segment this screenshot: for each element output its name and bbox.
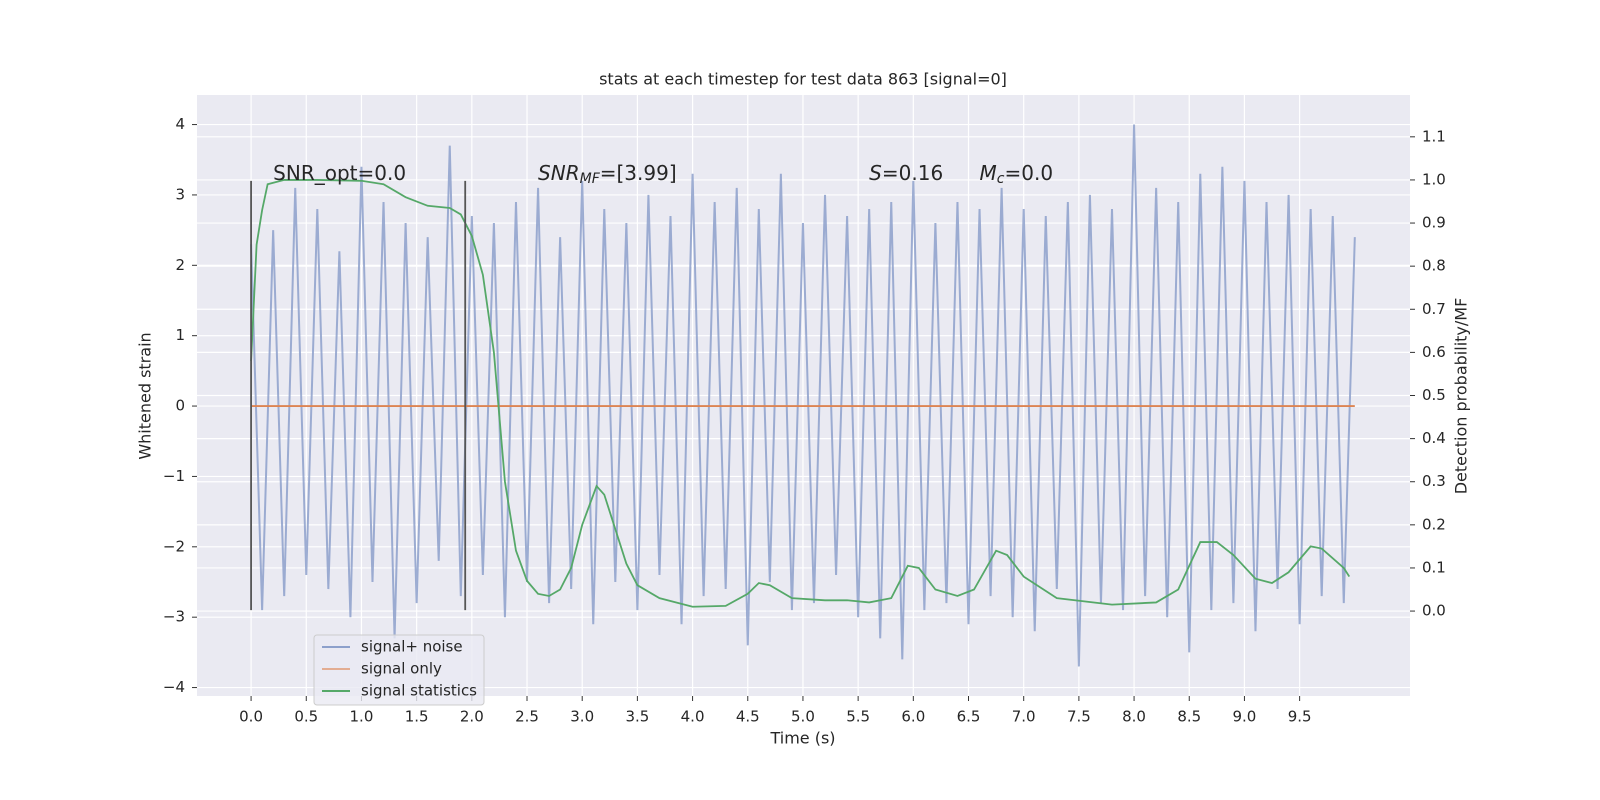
x-axis-label: Time (s) xyxy=(769,729,835,748)
series-line xyxy=(250,179,1351,608)
annotation-part: SNR_opt=0.0 xyxy=(273,160,406,184)
x-tick-label: 1.0 xyxy=(350,708,374,726)
legend-box xyxy=(313,634,485,706)
y2-tick-label: 0.5 xyxy=(1422,386,1446,404)
annotation-part: c xyxy=(997,171,1005,187)
legend-label: signal only xyxy=(361,660,442,678)
y2-tick-label: 0.8 xyxy=(1422,257,1446,275)
annotation-part: =0.0 xyxy=(1005,160,1054,184)
annotation: SNRMF=[3.99] xyxy=(538,160,677,187)
x-tick-label: 5.0 xyxy=(791,708,815,726)
y-axis-label: Whitened strain xyxy=(136,332,155,459)
x-tick-label: 2.5 xyxy=(515,708,539,726)
annotation-part: MF xyxy=(580,171,601,187)
x-tick-label: 0.0 xyxy=(239,708,263,726)
y-tick-label: 1 xyxy=(175,326,185,344)
y-tick-label: 4 xyxy=(175,115,185,133)
x-tick-label: 4.5 xyxy=(736,708,760,726)
y2-tick-label: 0.1 xyxy=(1422,558,1446,576)
x-tick-label: 8.5 xyxy=(1177,708,1201,726)
x-tick-label: 1.5 xyxy=(405,708,429,726)
annotation-part: =[3.99] xyxy=(600,160,677,184)
x-tick-label: 6.0 xyxy=(901,708,925,726)
y2-tick-label: 0.0 xyxy=(1422,602,1446,620)
annotation-part: S xyxy=(869,160,882,184)
y2-tick-label: 0.3 xyxy=(1422,472,1446,490)
y2-tick-label: 0.4 xyxy=(1422,429,1446,447)
y-tick-label: 2 xyxy=(175,256,185,274)
y2-tick-label: 0.2 xyxy=(1422,515,1446,533)
x-tick-label: 7.0 xyxy=(1012,708,1036,726)
annotation: S=0.16 xyxy=(869,160,943,184)
x-tick-label: 3.0 xyxy=(570,708,594,726)
y-tick-label: 0 xyxy=(175,397,185,415)
annotation-part: SNR xyxy=(538,160,580,184)
x-tick-label: 2.0 xyxy=(460,708,484,726)
annotation-part: M xyxy=(980,160,997,184)
chart-title: stats at each timestep for test data 863… xyxy=(599,70,1007,89)
x-tick-label: 5.5 xyxy=(846,708,870,726)
x-tick-label: 0.5 xyxy=(294,708,318,726)
y2-tick-label: 0.7 xyxy=(1422,300,1446,318)
y-tick-label: −1 xyxy=(163,467,185,485)
annotation: SNR_opt=0.0 xyxy=(273,160,406,184)
y2-tick-label: 1.1 xyxy=(1422,127,1446,145)
annotation-part: =0.16 xyxy=(882,160,943,184)
y2-tick-label: 0.9 xyxy=(1422,214,1446,232)
y2-tick-label: 1.0 xyxy=(1422,170,1446,188)
x-tick-label: 9.0 xyxy=(1233,708,1257,726)
x-tick-label: 8.0 xyxy=(1122,708,1146,726)
series-line xyxy=(250,124,1356,667)
y-tick-label: −4 xyxy=(163,678,185,696)
x-tick-label: 9.5 xyxy=(1288,708,1312,726)
y2-tick-label: 0.6 xyxy=(1422,343,1446,361)
y-tick-label: 3 xyxy=(175,185,185,203)
legend-label: signal statistics xyxy=(361,682,477,700)
x-tick-label: 3.5 xyxy=(625,708,649,726)
annotation: Mc=0.0 xyxy=(980,160,1054,187)
y-tick-label: −3 xyxy=(163,608,185,626)
x-tick-label: 7.5 xyxy=(1067,708,1091,726)
x-tick-label: 4.0 xyxy=(681,708,705,726)
y-tick-label: −2 xyxy=(163,537,185,555)
y2-axis-label: Detection probability/MF xyxy=(1452,298,1471,495)
x-tick-label: 6.5 xyxy=(957,708,981,726)
legend-label: signal+ noise xyxy=(361,638,463,656)
